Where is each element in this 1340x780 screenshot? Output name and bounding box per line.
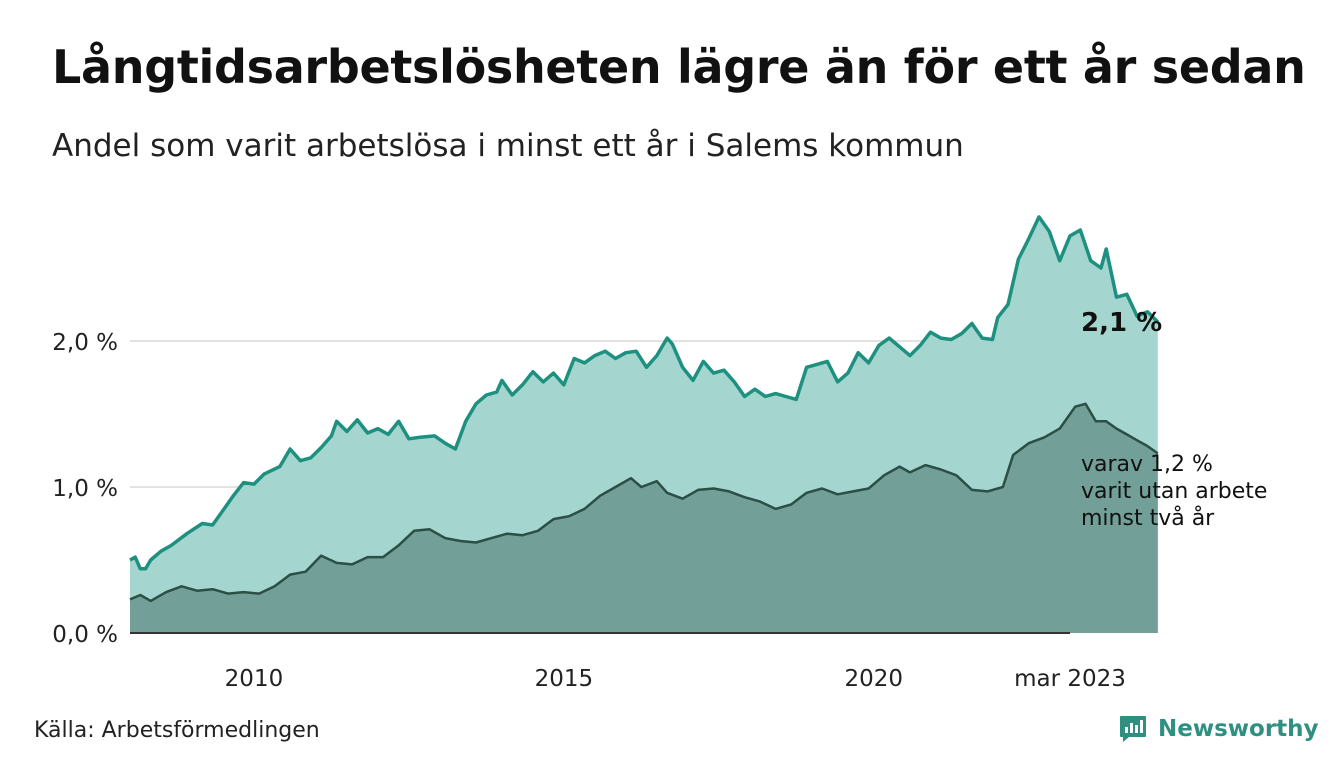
y-tick-label: 1,0 % bbox=[52, 476, 118, 502]
series-end-labels: 2,1 % varav 1,2 % varit utan arbete minst t… bbox=[1081, 308, 1267, 531]
source-note: Källa: Arbetsförmedlingen bbox=[34, 718, 320, 743]
label-line: varav 1,2 % bbox=[1081, 452, 1213, 477]
very-long-term-end-label: varav 1,2 % varit utan arbete minst två år bbox=[1081, 452, 1267, 531]
chart-subtitle: Andel som varit arbetslösa i minst ett å… bbox=[52, 128, 964, 164]
x-axis-ticks: 2010 2015 2020 mar 2023 bbox=[225, 666, 1126, 692]
series-areas bbox=[130, 216, 1158, 633]
chart-title: Långtidsarbetslösheten lägre än för ett … bbox=[52, 40, 1306, 94]
x-tick-label: 2010 bbox=[225, 666, 284, 692]
label-line: varit utan arbete bbox=[1081, 479, 1267, 504]
x-tick-label: 2015 bbox=[535, 666, 594, 692]
very-long-term-area bbox=[130, 403, 1158, 633]
brand-logo[interactable]: Newsworthy bbox=[1118, 714, 1319, 744]
y-tick-label: 0,0 % bbox=[52, 622, 118, 648]
x-tick-label: 2020 bbox=[844, 666, 903, 692]
x-tick-label: mar 2023 bbox=[1014, 666, 1126, 692]
series-lines bbox=[129, 215, 1160, 603]
label-line: minst två år bbox=[1081, 505, 1215, 531]
area-chart: 0,0 % 1,0 % 2,0 % 2010 2015 2020 mar 2023 2,1… bbox=[52, 215, 1267, 692]
y-axis-ticks: 0,0 % 1,0 % 2,0 % bbox=[52, 330, 118, 648]
y-tick-label: 2,0 % bbox=[52, 330, 118, 356]
long-term-end-label: 2,1 % bbox=[1081, 308, 1162, 338]
long-term-line bbox=[129, 215, 1160, 571]
brand-name: Newsworthy bbox=[1158, 716, 1319, 742]
very-long-term-line bbox=[129, 402, 1159, 603]
bar-chart-speech-bubble-icon bbox=[1120, 716, 1146, 742]
